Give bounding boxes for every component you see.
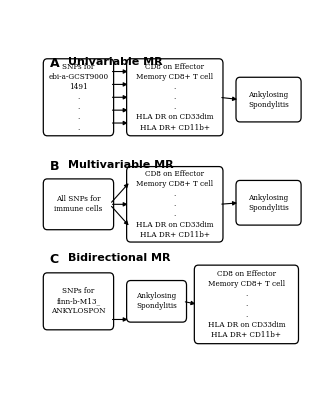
Text: A: A [50,57,59,70]
FancyBboxPatch shape [43,273,114,330]
FancyBboxPatch shape [43,59,114,136]
FancyBboxPatch shape [194,265,298,344]
Text: Ankylosing
Spondylitis: Ankylosing Spondylitis [136,292,177,310]
Text: SNPs for
ebi-a-GCST9000
1491
.
.
.
.: SNPs for ebi-a-GCST9000 1491 . . . . [48,63,109,132]
FancyBboxPatch shape [127,59,223,136]
Text: Bidirectional MR: Bidirectional MR [68,253,171,263]
FancyBboxPatch shape [127,280,186,322]
FancyBboxPatch shape [236,77,301,122]
Text: All SNPs for
immune cells: All SNPs for immune cells [54,195,102,213]
Text: Multivariable MR: Multivariable MR [68,160,174,170]
Text: C: C [50,253,59,266]
Text: CD8 on Effector
Memory CD8+ T cell
.
.
.
HLA DR on CD33dim
HLA DR+ CD11b+: CD8 on Effector Memory CD8+ T cell . . .… [136,170,214,239]
FancyBboxPatch shape [43,179,114,230]
Text: Ankylosing
Spondylitis: Ankylosing Spondylitis [248,194,289,212]
Text: CD8 on Effector
Memory CD8+ T cell
.
.
.
HLA DR on CD33dim
HLA DR+ CD11b+: CD8 on Effector Memory CD8+ T cell . . .… [136,63,214,132]
Text: Univariable MR: Univariable MR [68,57,163,67]
Text: SNPs for
finn-b-M13_
ANKYLOSPON: SNPs for finn-b-M13_ ANKYLOSPON [51,287,106,316]
Text: B: B [50,160,59,174]
FancyBboxPatch shape [236,180,301,225]
Text: Ankylosing
Spondylitis: Ankylosing Spondylitis [248,90,289,109]
Text: CD8 on Effector
Memory CD8+ T cell
.
.
.
HLA DR on CD33dim
HLA DR+ CD11b+: CD8 on Effector Memory CD8+ T cell . . .… [208,270,285,339]
FancyBboxPatch shape [127,166,223,242]
